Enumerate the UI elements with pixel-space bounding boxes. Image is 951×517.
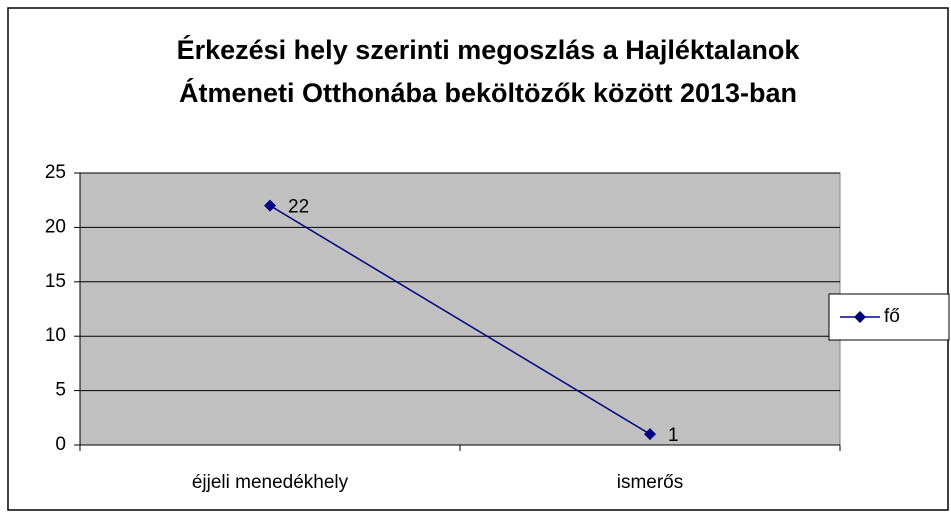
x-tick-label: ismerős xyxy=(617,472,684,493)
plot-area xyxy=(79,172,841,446)
y-tick-label: 25 xyxy=(45,162,66,183)
y-tick-label: 20 xyxy=(45,216,66,237)
chart-title: Érkezési hely szerinti megoszlás a Hajlé… xyxy=(177,34,801,65)
y-tick-label: 10 xyxy=(45,325,66,346)
legend-label: fő xyxy=(884,306,900,327)
y-tick-label: 15 xyxy=(45,271,66,292)
chart-title: Átmeneti Otthonába beköltözők között 201… xyxy=(179,77,797,108)
x-tick-label: éjjeli menedékhely xyxy=(192,472,349,493)
data-point xyxy=(264,199,276,212)
legend-marker xyxy=(854,311,866,323)
data-label: 22 xyxy=(288,197,309,218)
data-point xyxy=(644,428,656,441)
y-tick-label: 5 xyxy=(55,380,66,401)
data-label: 1 xyxy=(668,425,679,446)
series-line xyxy=(269,204,651,435)
y-tick-label: 0 xyxy=(55,434,66,455)
